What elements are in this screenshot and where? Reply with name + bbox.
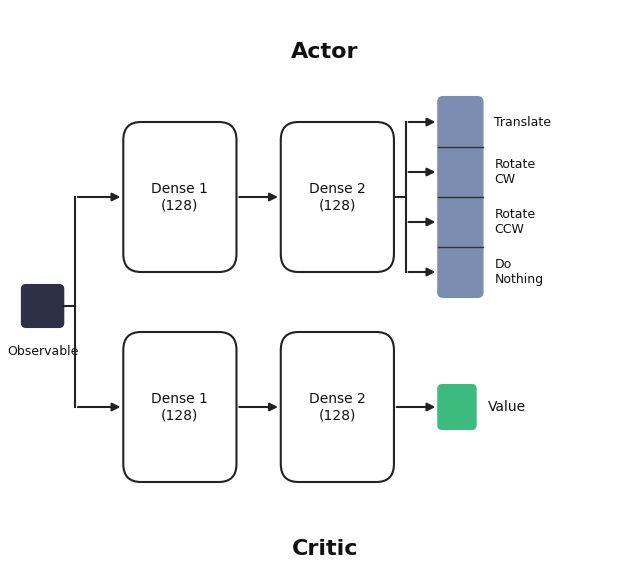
- Text: Observable: Observable: [7, 345, 78, 358]
- Text: Value: Value: [488, 400, 525, 414]
- Text: Do
Nothing: Do Nothing: [494, 258, 543, 286]
- Text: Dense 1
(128): Dense 1 (128): [152, 392, 209, 422]
- Text: Translate: Translate: [494, 115, 551, 129]
- FancyBboxPatch shape: [438, 97, 483, 297]
- FancyBboxPatch shape: [281, 332, 394, 482]
- Text: Dense 1
(128): Dense 1 (128): [152, 182, 209, 212]
- FancyBboxPatch shape: [438, 385, 476, 429]
- Text: Critic: Critic: [292, 539, 358, 559]
- Text: Actor: Actor: [291, 42, 359, 62]
- FancyBboxPatch shape: [22, 285, 63, 327]
- Text: Rotate
CCW: Rotate CCW: [494, 208, 536, 236]
- Text: Dense 2
(128): Dense 2 (128): [309, 392, 365, 422]
- Text: Rotate
CW: Rotate CW: [494, 158, 536, 186]
- FancyBboxPatch shape: [281, 122, 394, 272]
- Text: Dense 2
(128): Dense 2 (128): [309, 182, 365, 212]
- FancyBboxPatch shape: [124, 332, 236, 482]
- FancyBboxPatch shape: [124, 122, 236, 272]
